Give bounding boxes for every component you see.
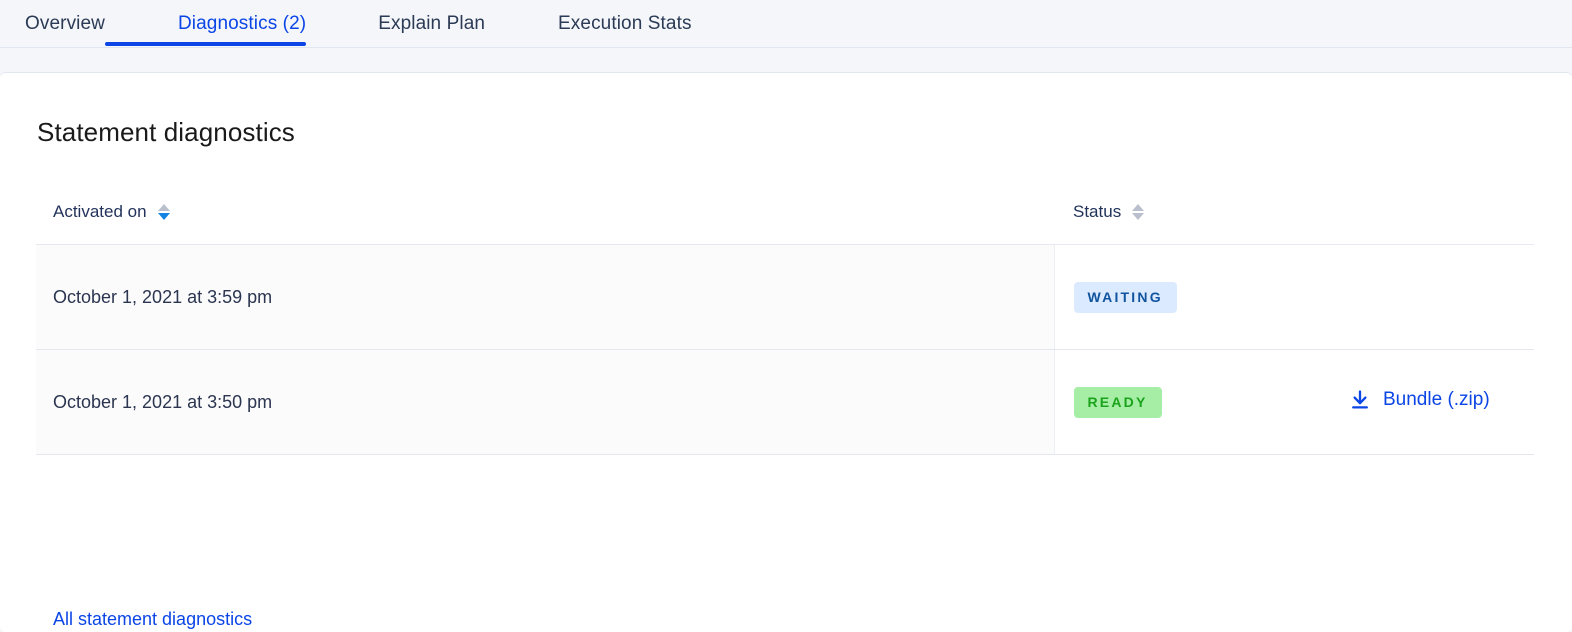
- cell-status: WAITING: [1054, 244, 1329, 350]
- column-header-activated-on-label: Activated on: [53, 202, 147, 221]
- page-title: Statement diagnostics: [37, 117, 295, 147]
- sort-ascending-icon: [1132, 204, 1145, 211]
- cell-activated-on: October 1, 2021 at 3:50 pm: [36, 349, 1055, 455]
- tab-execution-stats[interactable]: Execution Stats: [485, 0, 692, 48]
- statement-diagnostics-card: Statement diagnostics Activated on: [0, 72, 1572, 632]
- table-row[interactable]: October 1, 2021 at 3:50 pm READY: [36, 349, 1534, 455]
- sort-arrows-icon[interactable]: [1132, 204, 1145, 220]
- sort-descending-icon: [157, 213, 170, 220]
- status-badge: READY: [1073, 386, 1162, 418]
- tab-explain-plan-label: Explain Plan: [378, 13, 486, 34]
- download-icon: [1349, 389, 1371, 411]
- tab-overview-label: Overview: [25, 13, 105, 34]
- sort-ascending-icon: [157, 204, 170, 211]
- cell-actions: Bundle (.zip): [1329, 349, 1534, 455]
- tab-bar: Overview Diagnostics (2) Explain Plan Ex…: [0, 0, 1572, 48]
- table-header: Activated on Status: [36, 202, 1534, 245]
- tab-overview[interactable]: Overview: [0, 0, 105, 48]
- cell-status: READY: [1054, 349, 1329, 455]
- active-tab-underline: [104, 42, 307, 46]
- download-bundle-button[interactable]: Bundle (.zip): [1329, 389, 1490, 411]
- column-header-status-label: Status: [1073, 202, 1122, 221]
- table-header-row: Activated on Status: [36, 202, 1534, 245]
- cell-actions: [1329, 244, 1534, 350]
- column-header-status[interactable]: Status: [1054, 202, 1329, 245]
- table-body: October 1, 2021 at 3:59 pm WAITING Octob…: [36, 244, 1534, 455]
- tab-diagnostics-label: Diagnostics (2): [177, 13, 307, 34]
- tab-explain-plan[interactable]: Explain Plan: [306, 0, 485, 48]
- column-header-activated-on[interactable]: Activated on: [36, 202, 1054, 245]
- tab-diagnostics[interactable]: Diagnostics (2): [104, 0, 307, 48]
- column-header-actions: [1329, 202, 1534, 245]
- status-badge: WAITING: [1073, 281, 1177, 313]
- sort-arrows-icon[interactable]: [157, 204, 170, 220]
- download-bundle-label: Bundle (.zip): [1383, 388, 1490, 410]
- table-row[interactable]: October 1, 2021 at 3:59 pm WAITING: [36, 244, 1534, 350]
- statement-diagnostics-table: Activated on Status: [36, 202, 1534, 455]
- all-statement-diagnostics-link[interactable]: All statement diagnostics: [53, 609, 253, 629]
- sort-descending-icon: [1132, 213, 1145, 220]
- tab-execution-stats-label: Execution Stats: [558, 13, 692, 34]
- cell-activated-on: October 1, 2021 at 3:59 pm: [36, 244, 1055, 350]
